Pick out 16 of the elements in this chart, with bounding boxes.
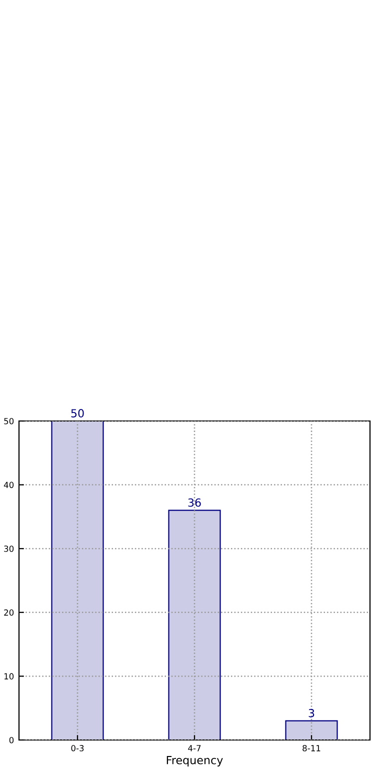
y-tick-label: 40 (4, 482, 14, 488)
x-axis-title: Frequency (166, 756, 223, 766)
bar (285, 720, 338, 740)
x-tick-label: 0-3 (71, 745, 84, 752)
bar (168, 510, 221, 740)
bar (51, 421, 104, 740)
y-tick-label: 30 (4, 546, 14, 552)
data-label: 36 (188, 498, 201, 507)
y-tick-label: 0 (9, 736, 14, 744)
data-label: 3 (308, 708, 314, 718)
y-tick-label: 50 (4, 418, 14, 424)
x-tick-label: 8-11 (302, 745, 320, 752)
y-tick-label: 20 (4, 609, 14, 616)
data-label: 50 (71, 409, 84, 418)
x-tick-label: 4-7 (188, 745, 201, 752)
y-tick-label: 10 (4, 673, 14, 680)
